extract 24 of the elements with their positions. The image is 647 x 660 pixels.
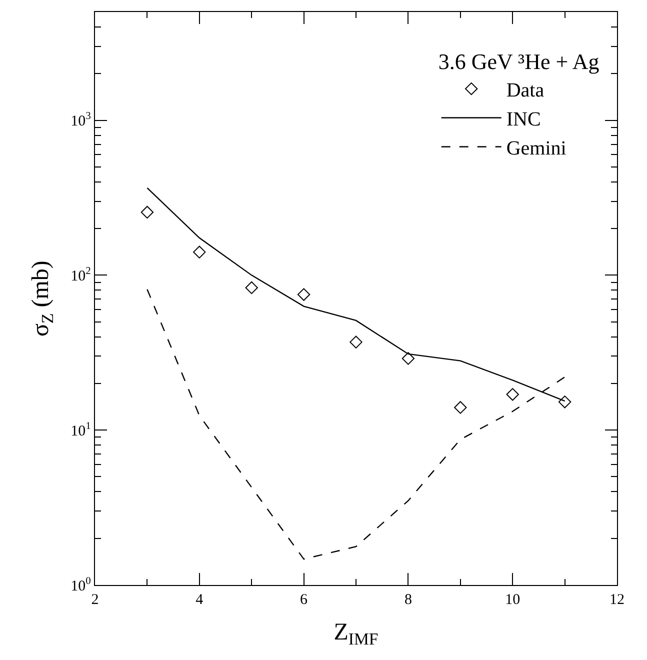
x-tick-label: 8 bbox=[404, 592, 412, 608]
y-tick-label: 10$^{2}$ bbox=[70, 266, 91, 284]
point bbox=[245, 281, 258, 294]
point bbox=[558, 396, 572, 408]
point bbox=[454, 401, 467, 414]
x-axis-title: Z$_{IMF}$ bbox=[334, 619, 378, 648]
y-tick-label: 10$^{0}$ bbox=[70, 576, 91, 594]
point bbox=[506, 388, 519, 401]
x-tick-label: 2 bbox=[91, 592, 99, 608]
x-tick-label: 4 bbox=[196, 592, 204, 608]
y-tick-label: 10$^{3}$ bbox=[70, 111, 91, 130]
x-tick-label: 10 bbox=[505, 592, 520, 608]
legend-label: Gemini bbox=[506, 138, 567, 160]
legend-label: INC bbox=[506, 108, 541, 131]
point bbox=[193, 246, 206, 258]
point bbox=[297, 288, 310, 301]
x-tick-label: 6 bbox=[300, 592, 308, 608]
legend-title: 3.6 GeV ³He + Ag bbox=[438, 49, 600, 74]
point bbox=[350, 336, 362, 348]
x-tick-label: 12 bbox=[610, 592, 624, 608]
point bbox=[402, 352, 415, 365]
y-tick-label: 10$^{1}$ bbox=[70, 421, 91, 440]
point bbox=[140, 206, 154, 219]
legend-label: Data bbox=[506, 80, 544, 102]
